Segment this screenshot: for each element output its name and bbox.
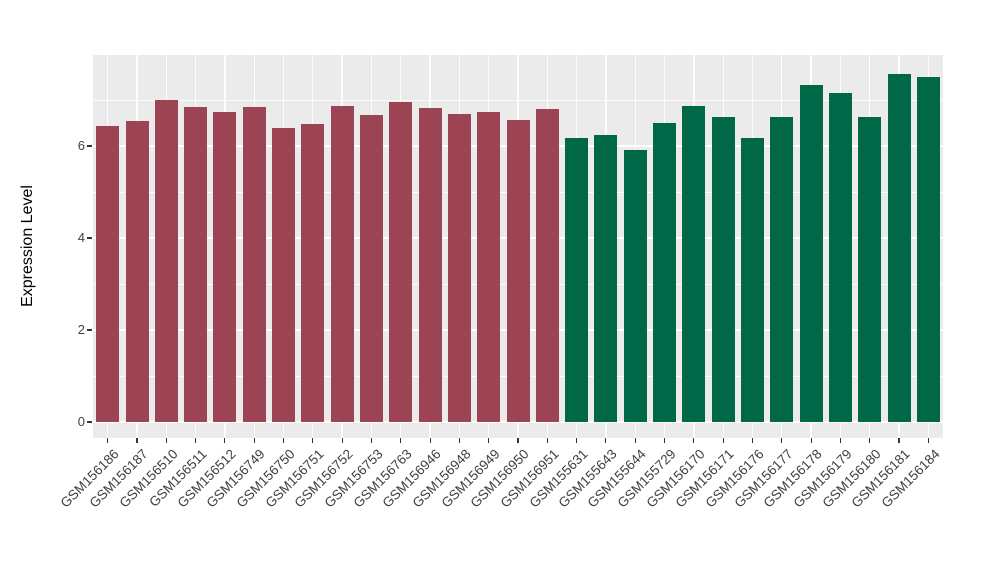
bar-GSM156510 — [154, 99, 178, 422]
x-tick — [781, 438, 783, 443]
bar-GSM156750 — [272, 128, 295, 422]
x-tick — [517, 438, 519, 443]
x-tick — [370, 438, 372, 443]
grid-major-line — [93, 421, 943, 423]
x-tick — [165, 438, 167, 443]
x-tick — [722, 438, 724, 443]
bar-GSM156170 — [682, 106, 706, 422]
bar-GSM156178 — [799, 84, 823, 422]
y-tick-label: 4 — [77, 230, 85, 245]
x-tick — [195, 438, 197, 443]
x-tick — [751, 438, 754, 443]
x-tick — [312, 438, 314, 443]
bar-GSM156950 — [506, 119, 530, 422]
x-tick — [107, 438, 109, 443]
grid-minor-line — [93, 100, 943, 101]
bar-GSM156949 — [477, 112, 501, 422]
bar-GSM155631 — [565, 138, 589, 422]
bar-GSM155643 — [594, 134, 618, 422]
bar-GSM156176 — [741, 137, 764, 422]
x-tick — [927, 438, 929, 443]
y-tick-label: 2 — [77, 322, 85, 337]
x-tick — [576, 438, 578, 443]
bar-GSM156753 — [359, 114, 383, 422]
x-tick — [136, 438, 138, 443]
y-tick-label: 6 — [77, 138, 85, 153]
x-tick — [634, 438, 636, 443]
bar-GSM156184 — [916, 77, 940, 422]
x-tick — [810, 438, 812, 443]
x-tick — [898, 438, 900, 443]
x-tick — [869, 438, 871, 443]
x-tick — [458, 438, 460, 443]
bar-GSM156948 — [447, 113, 471, 422]
bar-GSM156749 — [242, 106, 266, 422]
x-tick — [429, 438, 431, 443]
bar-GSM156171 — [711, 117, 735, 422]
x-tick — [546, 438, 548, 443]
bar-GSM156179 — [828, 93, 852, 422]
y-tick — [87, 421, 92, 423]
bar-GSM156763 — [389, 101, 413, 422]
y-tick — [87, 329, 92, 331]
x-tick — [664, 438, 666, 443]
bar-GSM156177 — [770, 116, 794, 422]
y-tick — [87, 237, 92, 239]
bar-GSM156181 — [887, 73, 911, 422]
bar-GSM156187 — [125, 121, 149, 422]
bar-GSM156751 — [301, 123, 325, 422]
y-axis-title: Expression Level — [19, 185, 36, 307]
x-tick — [605, 438, 607, 443]
x-tick — [488, 438, 490, 443]
bar-GSM155644 — [623, 150, 647, 422]
x-tick — [224, 438, 226, 443]
x-tick — [341, 438, 343, 443]
x-tick — [693, 438, 695, 443]
bar-GSM156511 — [184, 106, 208, 422]
x-tick — [253, 438, 255, 443]
bar-GSM155729 — [653, 122, 677, 422]
x-tick — [282, 438, 285, 443]
x-tick — [400, 438, 402, 443]
bar-GSM156186 — [96, 126, 120, 422]
bar-GSM156752 — [330, 106, 354, 422]
bar-GSM156951 — [535, 108, 559, 422]
bar-GSM156180 — [858, 116, 882, 422]
bar-GSM156512 — [213, 112, 237, 422]
x-tick — [839, 438, 841, 443]
bar-GSM156946 — [418, 107, 442, 422]
y-tick — [87, 145, 92, 147]
y-tick-label: 0 — [77, 414, 85, 429]
